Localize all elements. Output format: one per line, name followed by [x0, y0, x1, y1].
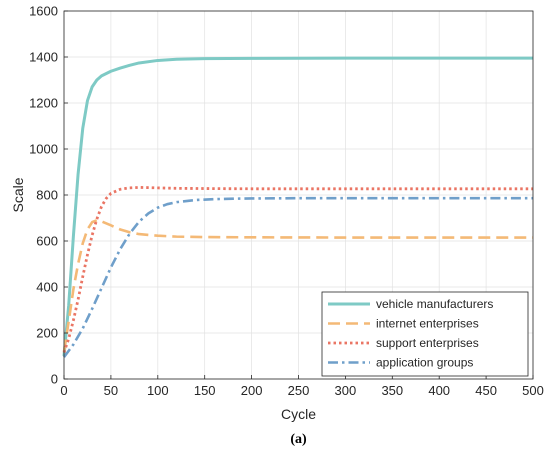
x-axis-label: Cycle: [281, 406, 316, 422]
legend-label-3: application groups: [376, 356, 473, 370]
y-tick-label: 400: [36, 280, 58, 295]
x-tick-label: 150: [194, 383, 216, 398]
x-tick-label: 500: [522, 383, 544, 398]
y-tick-label: 800: [36, 188, 58, 203]
x-tick-label: 350: [381, 383, 403, 398]
legend-label-1: internet enterprises: [376, 317, 479, 331]
panel-label: (a): [290, 432, 307, 447]
series-line-2: [62, 186, 533, 354]
y-tick-label: 200: [36, 326, 58, 341]
x-tick-label: 100: [147, 383, 169, 398]
x-tick-label: 250: [288, 383, 310, 398]
y-axis-label: Scale: [10, 177, 26, 212]
x-tick-label: 400: [428, 383, 450, 398]
legend: vehicle manufacturers internet enterprise…: [321, 291, 529, 377]
x-tick-label: 0: [60, 383, 67, 398]
x-tick-label: 450: [475, 383, 497, 398]
series-line-3: [62, 196, 533, 358]
legend-label-0: vehicle manufacturers: [376, 297, 493, 311]
y-tick-label: 1400: [29, 50, 58, 65]
y-tick-labels: 0 200 400 600 800 1000 1200 1400 1600: [29, 4, 58, 387]
x-tick-labels: 0 50 100 150 200 250 300 350 400 450 500: [60, 383, 543, 398]
x-tick-label: 300: [335, 383, 357, 398]
y-tick-label: 0: [51, 372, 58, 387]
series-lines: [62, 56, 533, 358]
y-tick-label: 1600: [29, 4, 58, 19]
series-line-1: [62, 219, 533, 352]
legend-label-2: support enterprises: [376, 336, 479, 350]
y-tick-label: 1000: [29, 142, 58, 157]
y-tick-label: 600: [36, 234, 58, 249]
axis-ticks: [63, 10, 534, 380]
x-tick-label: 50: [104, 383, 118, 398]
x-tick-label: 200: [241, 383, 263, 398]
series-line-0: [62, 56, 533, 357]
y-tick-label: 1200: [29, 96, 58, 111]
